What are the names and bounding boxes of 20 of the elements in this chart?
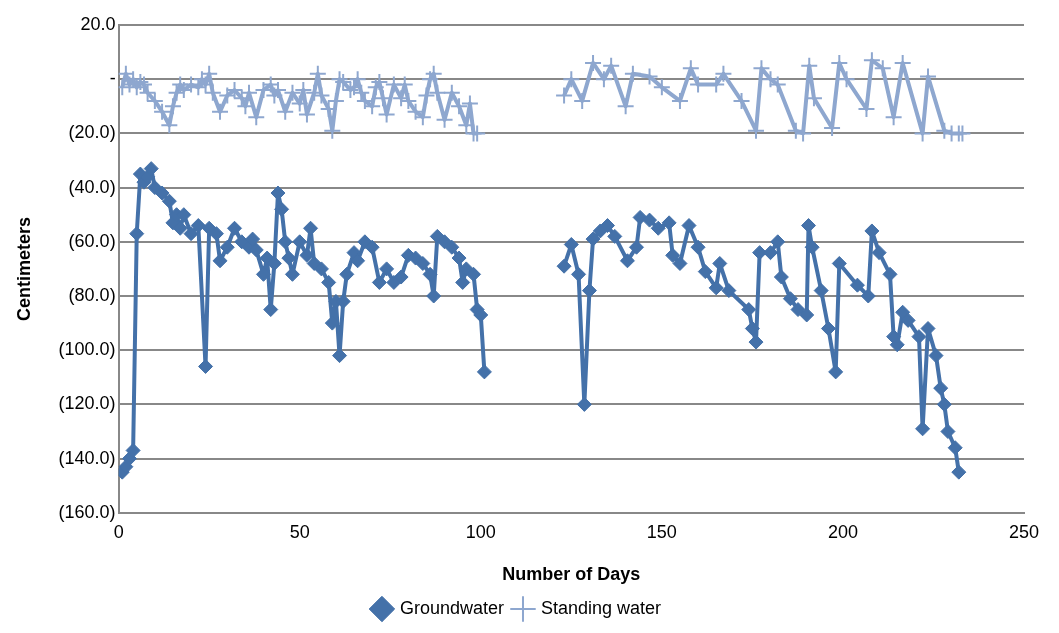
y-tick-label: (40.0) [68,176,116,197]
y-tick-label: (100.0) [58,339,116,360]
x-tick-label: 250 [1008,521,1040,542]
x-tick-label: 150 [646,521,677,542]
y-tick-label: (160.0) [58,501,116,522]
y-tick-label: - [109,68,116,89]
y-tick-label: (120.0) [58,393,116,414]
x-tick-label: 0 [113,521,124,542]
y-tick-label: (20.0) [68,122,116,143]
x-axis-title: Number of Days [502,564,641,585]
y-tick-label: 20.0 [80,13,116,34]
legend-label: Standing water [540,597,662,618]
x-tick-label: 50 [289,521,310,542]
y-tick-label: (140.0) [58,447,116,468]
x-tick-label: 200 [827,521,858,542]
y-tick-label: (60.0) [68,230,116,251]
legend-label: Groundwater [399,597,504,618]
y-tick-label: (80.0) [68,284,116,305]
y-axis-title: Centimeters [13,216,34,321]
x-tick-label: 100 [465,521,496,542]
